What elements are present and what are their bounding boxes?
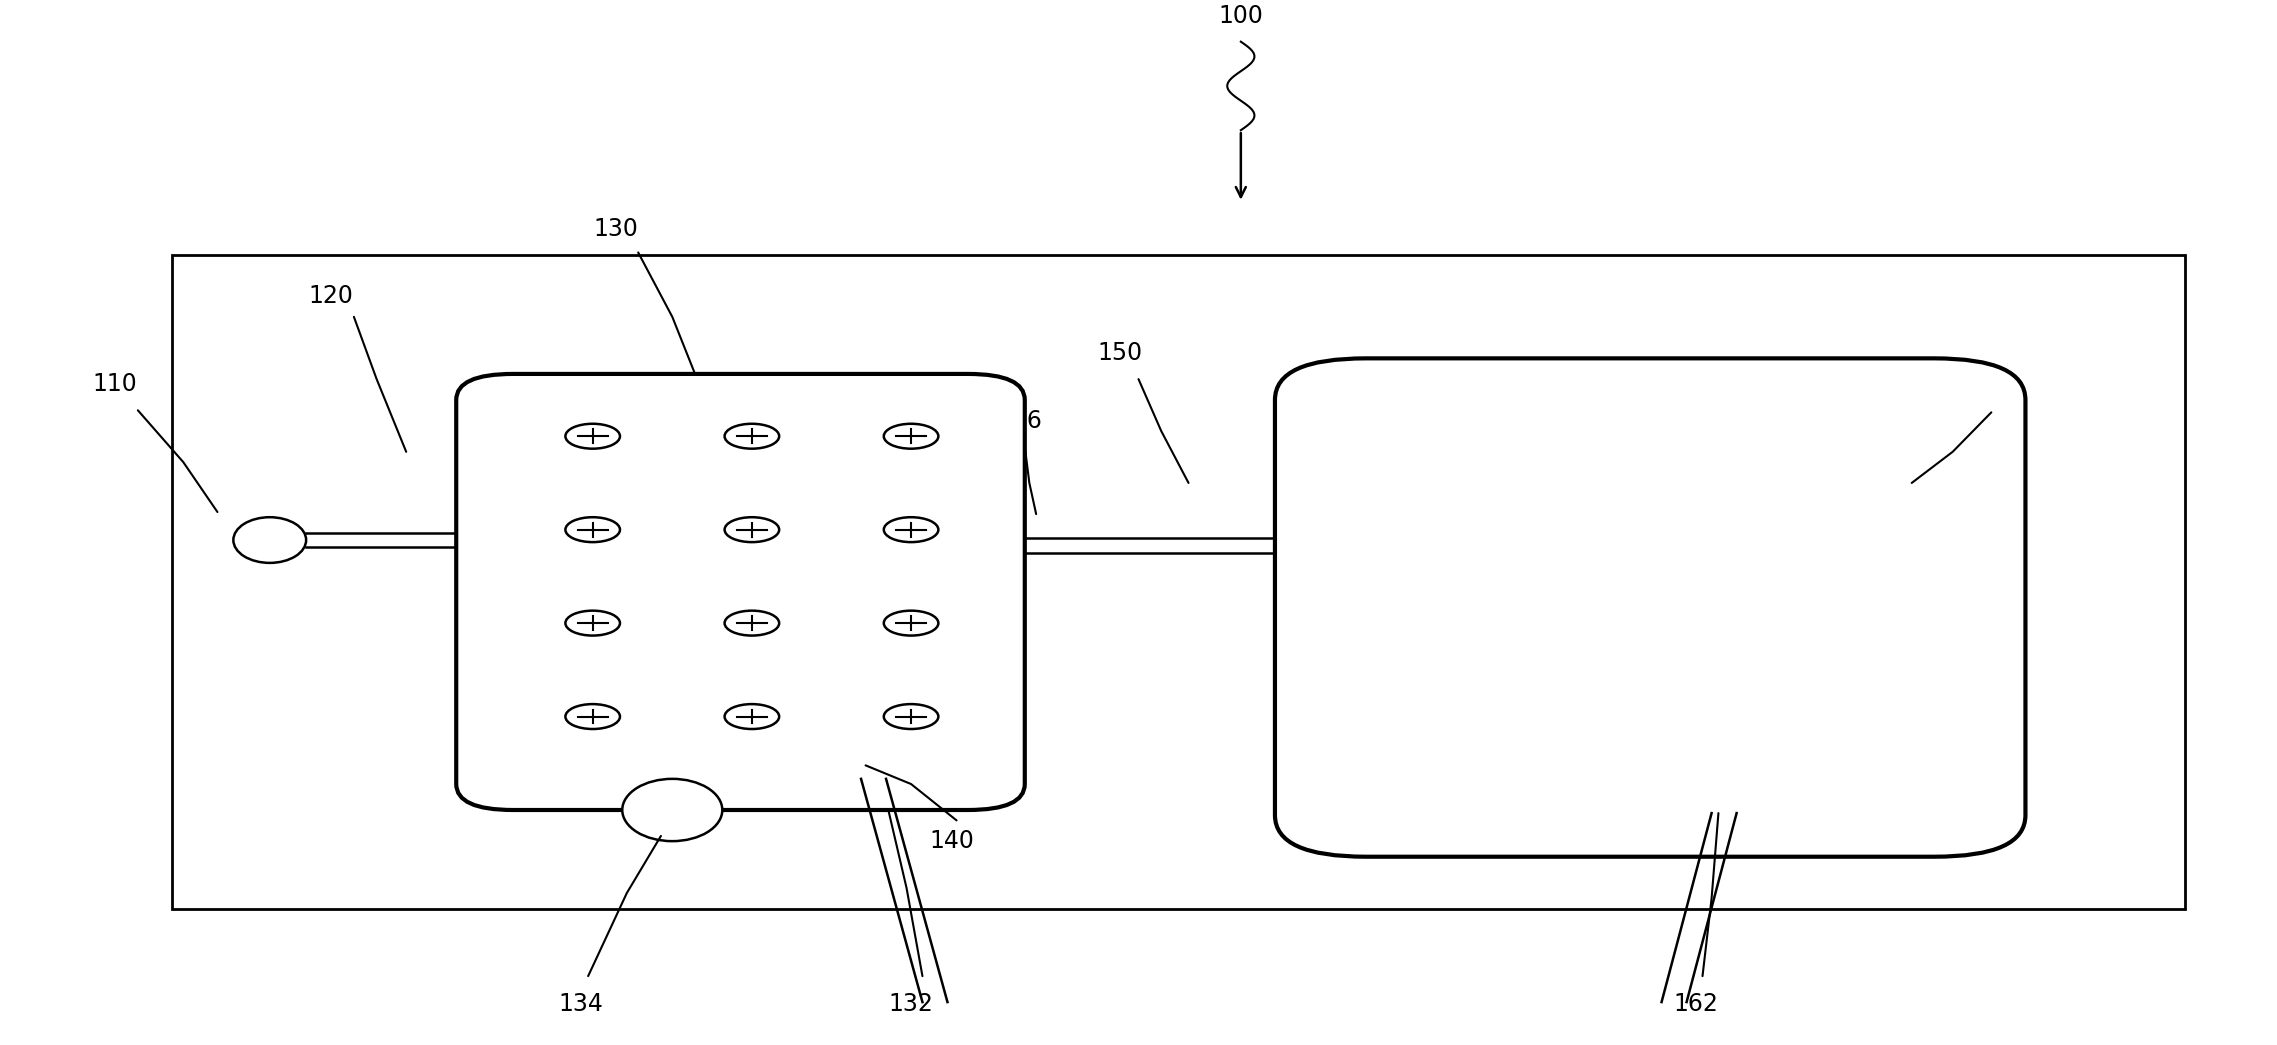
Ellipse shape <box>232 517 305 563</box>
Circle shape <box>724 704 779 729</box>
Circle shape <box>724 610 779 635</box>
Circle shape <box>724 517 779 542</box>
Circle shape <box>565 424 619 448</box>
Circle shape <box>883 704 938 729</box>
Circle shape <box>883 610 938 635</box>
Circle shape <box>724 424 779 448</box>
Circle shape <box>565 704 619 729</box>
Text: 110: 110 <box>93 372 137 396</box>
Text: 160: 160 <box>1981 377 2024 401</box>
FancyBboxPatch shape <box>455 374 1025 810</box>
Text: 150: 150 <box>1098 341 1143 365</box>
Text: 132: 132 <box>888 992 934 1016</box>
Text: 120: 120 <box>310 284 353 308</box>
Text: 134: 134 <box>558 992 603 1016</box>
Circle shape <box>565 610 619 635</box>
FancyBboxPatch shape <box>173 255 2184 909</box>
Text: 130: 130 <box>592 216 638 240</box>
Circle shape <box>565 517 619 542</box>
Text: 100: 100 <box>1218 4 1264 28</box>
Circle shape <box>883 424 938 448</box>
Text: 136: 136 <box>997 409 1043 433</box>
FancyBboxPatch shape <box>1275 358 2027 857</box>
Text: 140: 140 <box>929 829 975 853</box>
Circle shape <box>883 517 938 542</box>
Ellipse shape <box>622 779 722 841</box>
Text: 162: 162 <box>1674 992 1719 1016</box>
